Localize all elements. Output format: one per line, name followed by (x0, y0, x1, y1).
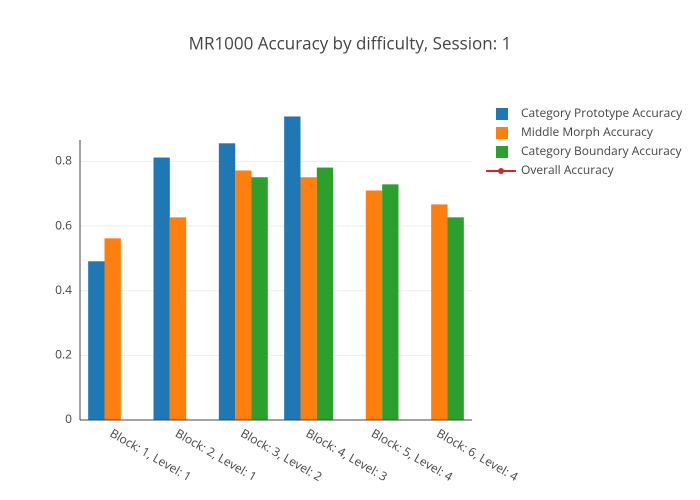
legend-label: Middle Morph Accuracy (521, 123, 654, 140)
y-tick-label: 0.4 (55, 281, 72, 298)
bar (104, 238, 121, 420)
legend-swatch (498, 168, 504, 174)
legend-label: Category Prototype Accuracy (521, 104, 683, 121)
y-tick-label: 0.6 (55, 216, 72, 233)
chart-title: MR1000 Accuracy by difficulty, Session: … (189, 32, 512, 55)
bar (88, 261, 105, 420)
bar (431, 204, 448, 420)
y-tick-label: 0 (65, 410, 72, 427)
bar (251, 177, 268, 420)
bar (284, 116, 301, 420)
bar (169, 217, 187, 420)
legend-label: Overall Accuracy (521, 161, 615, 178)
bar (365, 190, 383, 420)
bar (218, 143, 236, 421)
legend-swatch (496, 146, 508, 158)
legend-label: Category Boundary Accuracy (521, 142, 683, 159)
y-tick-label: 0.2 (55, 346, 72, 363)
bar (447, 217, 464, 420)
legend-swatch (496, 108, 508, 120)
y-tick-label: 0.8 (55, 152, 72, 169)
legend-swatch (496, 127, 508, 139)
bar (316, 167, 334, 420)
bar (300, 177, 317, 420)
bar (153, 157, 170, 421)
bar (382, 184, 399, 420)
bar (235, 170, 252, 420)
